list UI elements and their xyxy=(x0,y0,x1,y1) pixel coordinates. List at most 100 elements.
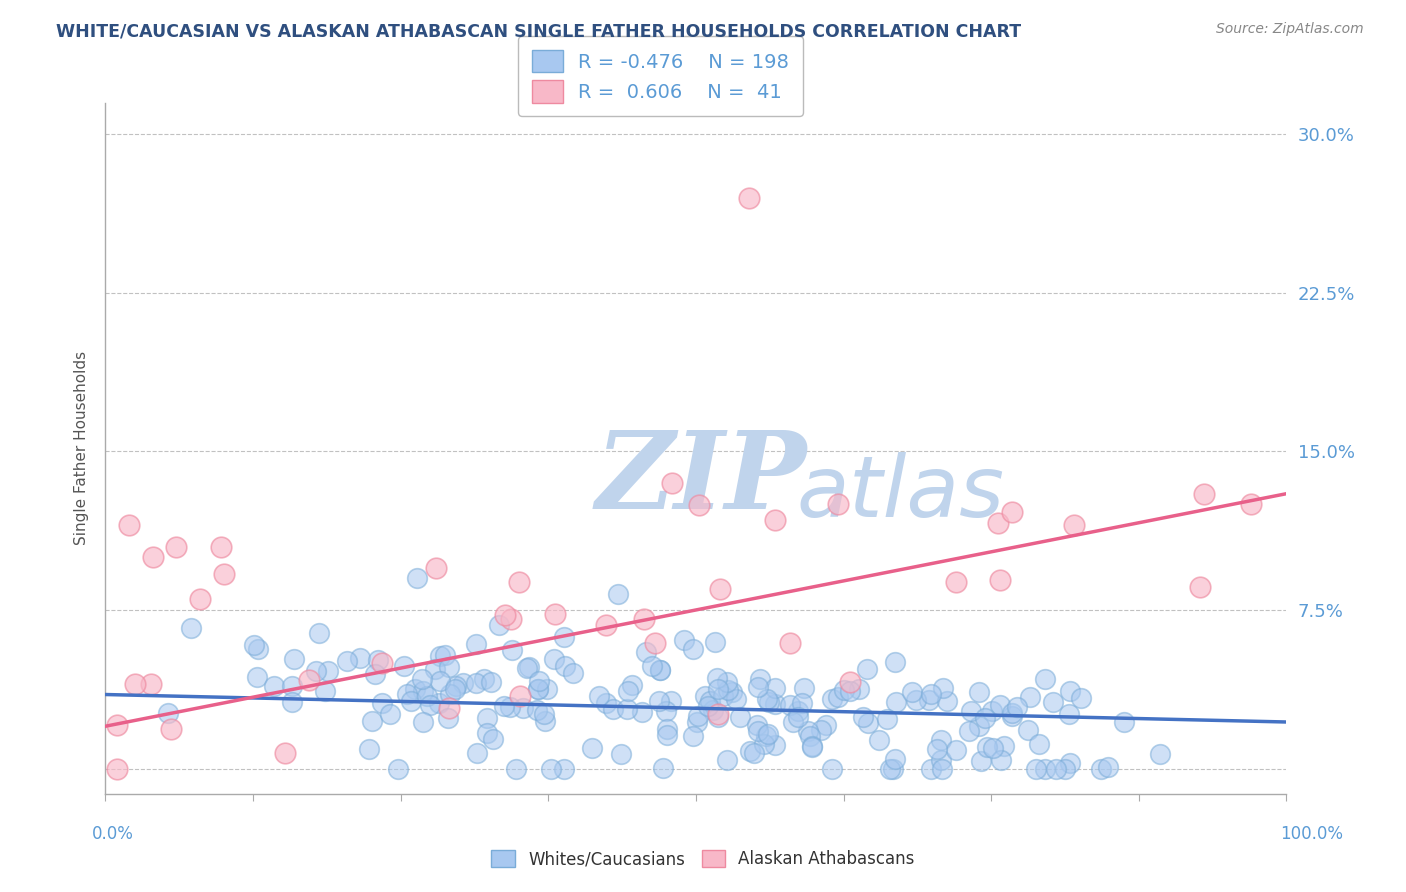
Point xyxy=(852,710,875,724)
Point xyxy=(738,191,761,205)
Point xyxy=(105,718,128,732)
Point xyxy=(721,684,744,698)
Point xyxy=(856,662,879,676)
Point xyxy=(588,689,610,703)
Point xyxy=(716,675,738,690)
Point xyxy=(444,681,467,696)
Point xyxy=(263,679,285,693)
Point xyxy=(406,571,429,585)
Point xyxy=(650,663,672,677)
Text: Source: ZipAtlas.com: Source: ZipAtlas.com xyxy=(1216,22,1364,37)
Point xyxy=(1240,497,1263,511)
Point xyxy=(512,701,534,715)
Point xyxy=(699,693,721,707)
Point xyxy=(180,621,202,635)
Point xyxy=(782,714,804,729)
Point xyxy=(554,659,576,673)
Point xyxy=(1005,700,1028,714)
Point xyxy=(945,742,967,756)
Point xyxy=(363,666,385,681)
Point xyxy=(477,710,499,724)
Point xyxy=(884,656,907,670)
Point xyxy=(620,678,643,692)
Point xyxy=(617,684,640,698)
Point xyxy=(437,710,460,724)
Point xyxy=(349,651,371,665)
Point xyxy=(1025,762,1047,776)
Point xyxy=(602,702,624,716)
Point xyxy=(1001,706,1024,720)
Point xyxy=(534,714,557,728)
Point xyxy=(738,744,761,758)
Point xyxy=(747,723,769,738)
Point xyxy=(756,727,779,741)
Point xyxy=(378,707,401,722)
Point xyxy=(707,682,730,697)
Point xyxy=(274,746,297,760)
Point xyxy=(815,718,838,732)
Point xyxy=(758,695,780,709)
Point xyxy=(936,694,959,708)
Point xyxy=(786,709,808,723)
Point xyxy=(868,732,890,747)
Point xyxy=(142,550,165,565)
Point xyxy=(929,753,952,767)
Point xyxy=(533,707,555,722)
Point xyxy=(707,707,730,722)
Point xyxy=(526,681,548,696)
Point xyxy=(631,705,654,719)
Point xyxy=(423,662,446,676)
Point xyxy=(419,698,441,712)
Point xyxy=(970,754,993,768)
Point xyxy=(724,691,747,706)
Point xyxy=(655,728,678,742)
Point xyxy=(105,762,128,776)
Point xyxy=(1019,690,1042,704)
Point xyxy=(945,575,967,590)
Point xyxy=(686,714,709,729)
Point xyxy=(655,704,678,718)
Point xyxy=(927,742,949,756)
Point xyxy=(479,675,502,690)
Point xyxy=(527,681,550,696)
Point xyxy=(917,692,939,706)
Point xyxy=(749,672,772,686)
Point xyxy=(682,642,704,657)
Point xyxy=(439,660,461,674)
Point xyxy=(464,637,486,651)
Point xyxy=(439,687,461,701)
Point xyxy=(1090,762,1112,776)
Point xyxy=(399,693,422,707)
Point xyxy=(527,674,550,689)
Point xyxy=(709,582,731,596)
Point xyxy=(810,723,832,737)
Point xyxy=(821,692,844,706)
Point xyxy=(920,687,942,701)
Point xyxy=(929,732,952,747)
Point xyxy=(981,704,1004,718)
Text: atlas: atlas xyxy=(796,451,1004,534)
Point xyxy=(581,740,603,755)
Point xyxy=(765,681,787,695)
Point xyxy=(1001,709,1024,723)
Point xyxy=(425,560,447,574)
Point xyxy=(607,587,630,601)
Point xyxy=(464,676,486,690)
Point xyxy=(157,706,180,721)
Text: WHITE/CAUCASIAN VS ALASKAN ATHABASCAN SINGLE FATHER HOUSEHOLDS CORRELATION CHART: WHITE/CAUCASIAN VS ALASKAN ATHABASCAN SI… xyxy=(56,22,1021,40)
Point xyxy=(367,653,389,667)
Point xyxy=(1033,672,1056,686)
Point xyxy=(716,683,738,698)
Point xyxy=(1188,580,1211,594)
Point xyxy=(1033,762,1056,776)
Point xyxy=(411,672,433,686)
Point xyxy=(969,719,991,733)
Point xyxy=(544,607,567,622)
Point xyxy=(931,762,953,776)
Point xyxy=(188,592,211,607)
Point xyxy=(988,698,1011,712)
Point xyxy=(553,762,575,776)
Point xyxy=(904,693,927,707)
Point xyxy=(1053,762,1076,776)
Point xyxy=(1057,707,1080,722)
